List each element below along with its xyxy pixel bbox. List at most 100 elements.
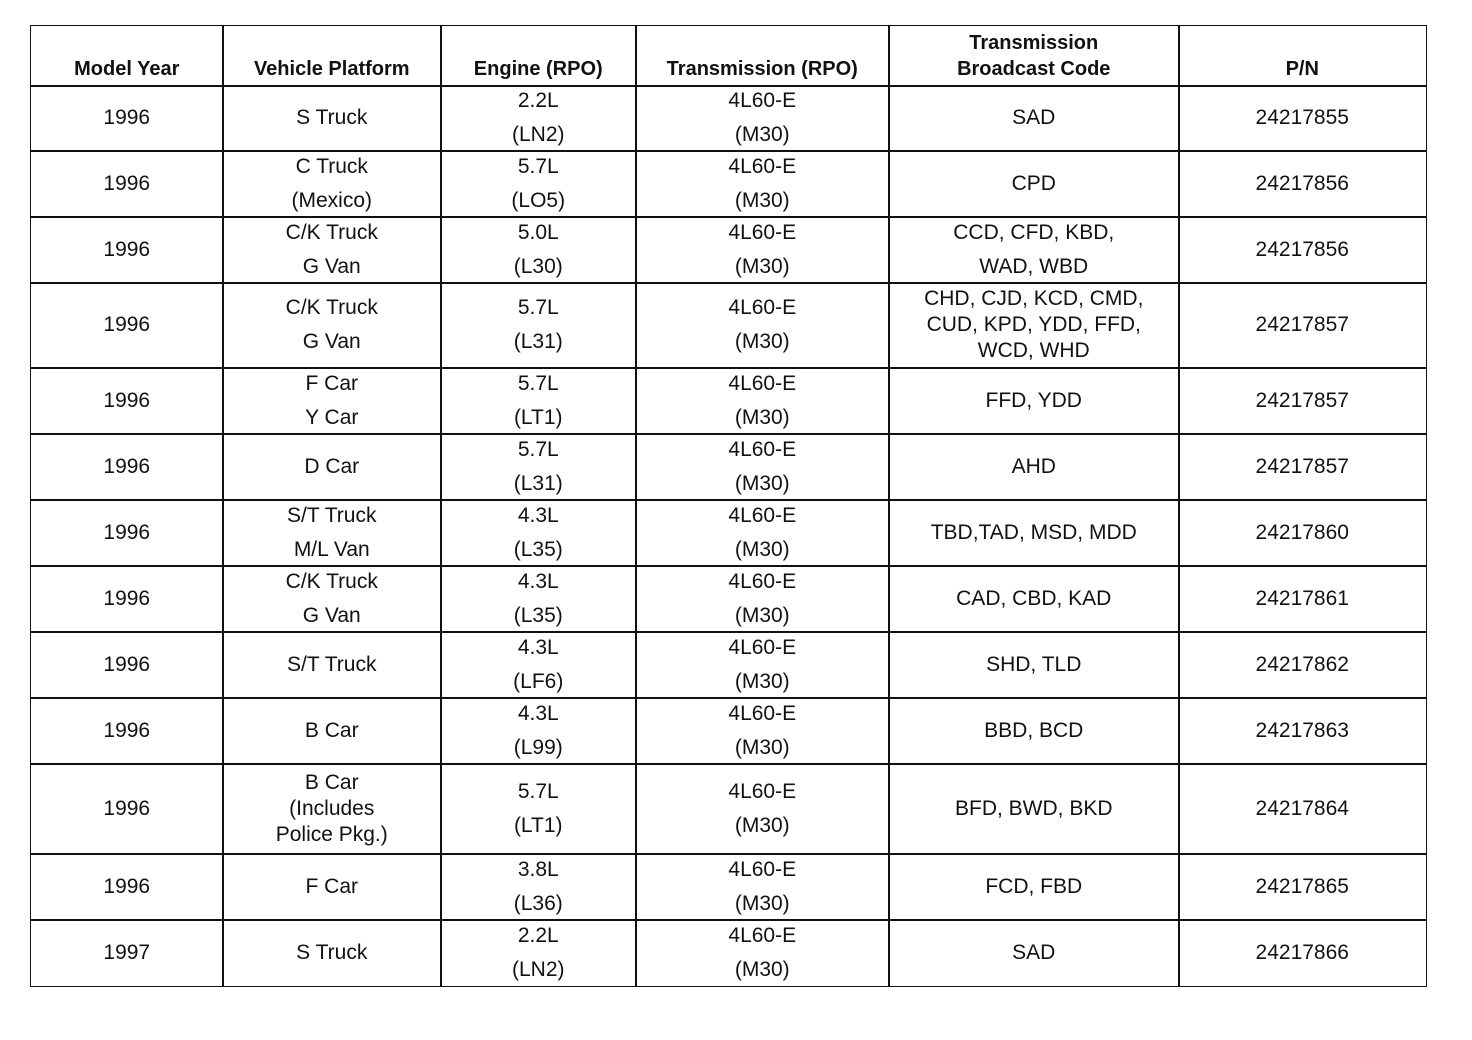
- table-cell: S/T Truck M/L Van: [222, 499, 442, 567]
- table-cell: 4L60-E (M30): [635, 565, 890, 633]
- cell-text: 4L60-E: [728, 569, 797, 593]
- table-cell: AHD: [888, 433, 1180, 501]
- cell-text: 24217857: [1255, 388, 1349, 412]
- cell-text: BBD, BCD: [984, 718, 1084, 742]
- cell-text: C Truck: [295, 154, 368, 178]
- cell-text: FCD, FBD: [985, 874, 1083, 898]
- cell-text: Engine (RPO): [473, 57, 603, 80]
- table-cell: 4L60-E (M30): [635, 499, 890, 567]
- table-cell: 24217857: [1178, 282, 1427, 369]
- table-cell: CHD, CJD, KCD, CMD, CUD, KPD, YDD, FFD, WC…: [888, 282, 1180, 369]
- cell-text: (LT1): [513, 813, 563, 837]
- cell-text: 5.7L: [517, 371, 559, 395]
- cell-text: 24217857: [1255, 454, 1349, 478]
- cell-text: 5.7L: [517, 296, 559, 320]
- table-cell: 1997: [30, 919, 224, 987]
- header-cell: Transmission (RPO): [635, 25, 890, 87]
- table-cell: 4.3L (L35): [440, 565, 637, 633]
- cell-text: Police Pkg.): [275, 822, 388, 846]
- cell-text: CHD, CJD, KCD, CMD,: [924, 287, 1144, 311]
- table-cell: 4L60-E (M30): [635, 919, 890, 987]
- cell-text: 1996: [103, 388, 151, 412]
- cell-text: 4L60-E: [728, 371, 797, 395]
- cell-text: (M30): [734, 813, 790, 837]
- cell-text: G Van: [302, 603, 361, 627]
- cell-text: 1996: [103, 171, 151, 195]
- cell-text: G Van: [302, 254, 361, 278]
- table-cell: 24217864: [1178, 763, 1427, 855]
- cell-text: 1996: [103, 520, 151, 544]
- cell-text: 5.7L: [517, 437, 559, 461]
- table-cell: F Car Y Car: [222, 367, 442, 435]
- cell-text: 2.2L: [517, 923, 559, 947]
- table-cell: SAD: [888, 85, 1180, 152]
- table-cell: 1996: [30, 282, 224, 369]
- cell-text: 4L60-E: [728, 154, 797, 178]
- cell-text: (M30): [734, 188, 790, 212]
- cell-text: S/T Truck: [287, 503, 377, 527]
- table-cell: 4.3L (L35): [440, 499, 637, 567]
- cell-text: 24217866: [1255, 940, 1349, 964]
- table-cell: 1996: [30, 763, 224, 855]
- table-cell: C/K Truck G Van: [222, 216, 442, 284]
- cell-text: CUD, KPD, YDD, FFD,: [926, 313, 1141, 337]
- cell-text: WAD, WBD: [979, 254, 1089, 278]
- table-cell: 24217856: [1178, 150, 1427, 218]
- table-cell: B Car (Includes Police Pkg.): [222, 763, 442, 855]
- cell-text: (M30): [734, 405, 790, 429]
- cell-text: (M30): [734, 537, 790, 561]
- cell-text: WCD, WHD: [977, 339, 1090, 363]
- cell-text: CCD, CFD, KBD,: [953, 220, 1115, 244]
- table-cell: 4L60-E (M30): [635, 282, 890, 369]
- table-cell: 4L60-E (M30): [635, 367, 890, 435]
- cell-text: M/L Van: [293, 537, 370, 561]
- table-cell: 1996: [30, 853, 224, 921]
- cell-text: AHD: [1011, 454, 1056, 478]
- cell-text: (LN2): [511, 957, 565, 981]
- table-cell: 4.3L (LF6): [440, 631, 637, 699]
- cell-text: 4L60-E: [728, 779, 797, 803]
- cell-text: 24217863: [1255, 718, 1349, 742]
- cell-text: (M30): [734, 123, 790, 147]
- cell-text: (M30): [734, 254, 790, 278]
- cell-text: SAD: [1012, 940, 1056, 964]
- cell-text: 24217856: [1255, 237, 1349, 261]
- cell-text: 1996: [103, 454, 151, 478]
- cell-text: Vehicle Platform: [253, 57, 410, 80]
- cell-text: 1996: [103, 313, 151, 337]
- cell-text: G Van: [302, 330, 361, 354]
- cell-text: 4L60-E: [728, 857, 797, 881]
- cell-text: 4.3L: [517, 569, 559, 593]
- cell-text: (L99): [513, 735, 563, 759]
- cell-text: 4L60-E: [728, 701, 797, 725]
- table-cell: 1996: [30, 216, 224, 284]
- table-cell: 24217865: [1178, 853, 1427, 921]
- table-cell: 1996: [30, 565, 224, 633]
- cell-text: CAD, CBD, KAD: [956, 586, 1112, 610]
- cell-text: 1996: [103, 718, 151, 742]
- cell-text: F Car: [305, 874, 359, 898]
- table-cell: F Car: [222, 853, 442, 921]
- cell-text: 4L60-E: [728, 89, 797, 113]
- cell-text: Y Car: [305, 405, 359, 429]
- cell-text: 1997: [103, 940, 151, 964]
- cell-text: Model Year: [74, 57, 180, 80]
- cell-text: 4L60-E: [728, 437, 797, 461]
- cell-text: (LO5): [511, 188, 566, 212]
- cell-text: 4L60-E: [728, 220, 797, 244]
- table-cell: 5.7L (L31): [440, 433, 637, 501]
- cell-text: (M30): [734, 669, 790, 693]
- cell-text: 1996: [103, 237, 151, 261]
- cell-text: Broadcast Code: [957, 57, 1111, 80]
- cell-text: 5.7L: [517, 154, 559, 178]
- table-cell: 4L60-E (M30): [635, 433, 890, 501]
- table-cell: 1996: [30, 85, 224, 152]
- cell-text: 1996: [103, 874, 151, 898]
- cell-text: (L35): [513, 603, 563, 627]
- cell-text: (M30): [734, 330, 790, 354]
- header-cell: Transmission Broadcast Code: [888, 25, 1180, 87]
- cell-text: F Car: [305, 371, 359, 395]
- table-cell: 2.2L (LN2): [440, 919, 637, 987]
- table-cell: 4L60-E (M30): [635, 763, 890, 855]
- cell-text: 24217855: [1255, 106, 1349, 130]
